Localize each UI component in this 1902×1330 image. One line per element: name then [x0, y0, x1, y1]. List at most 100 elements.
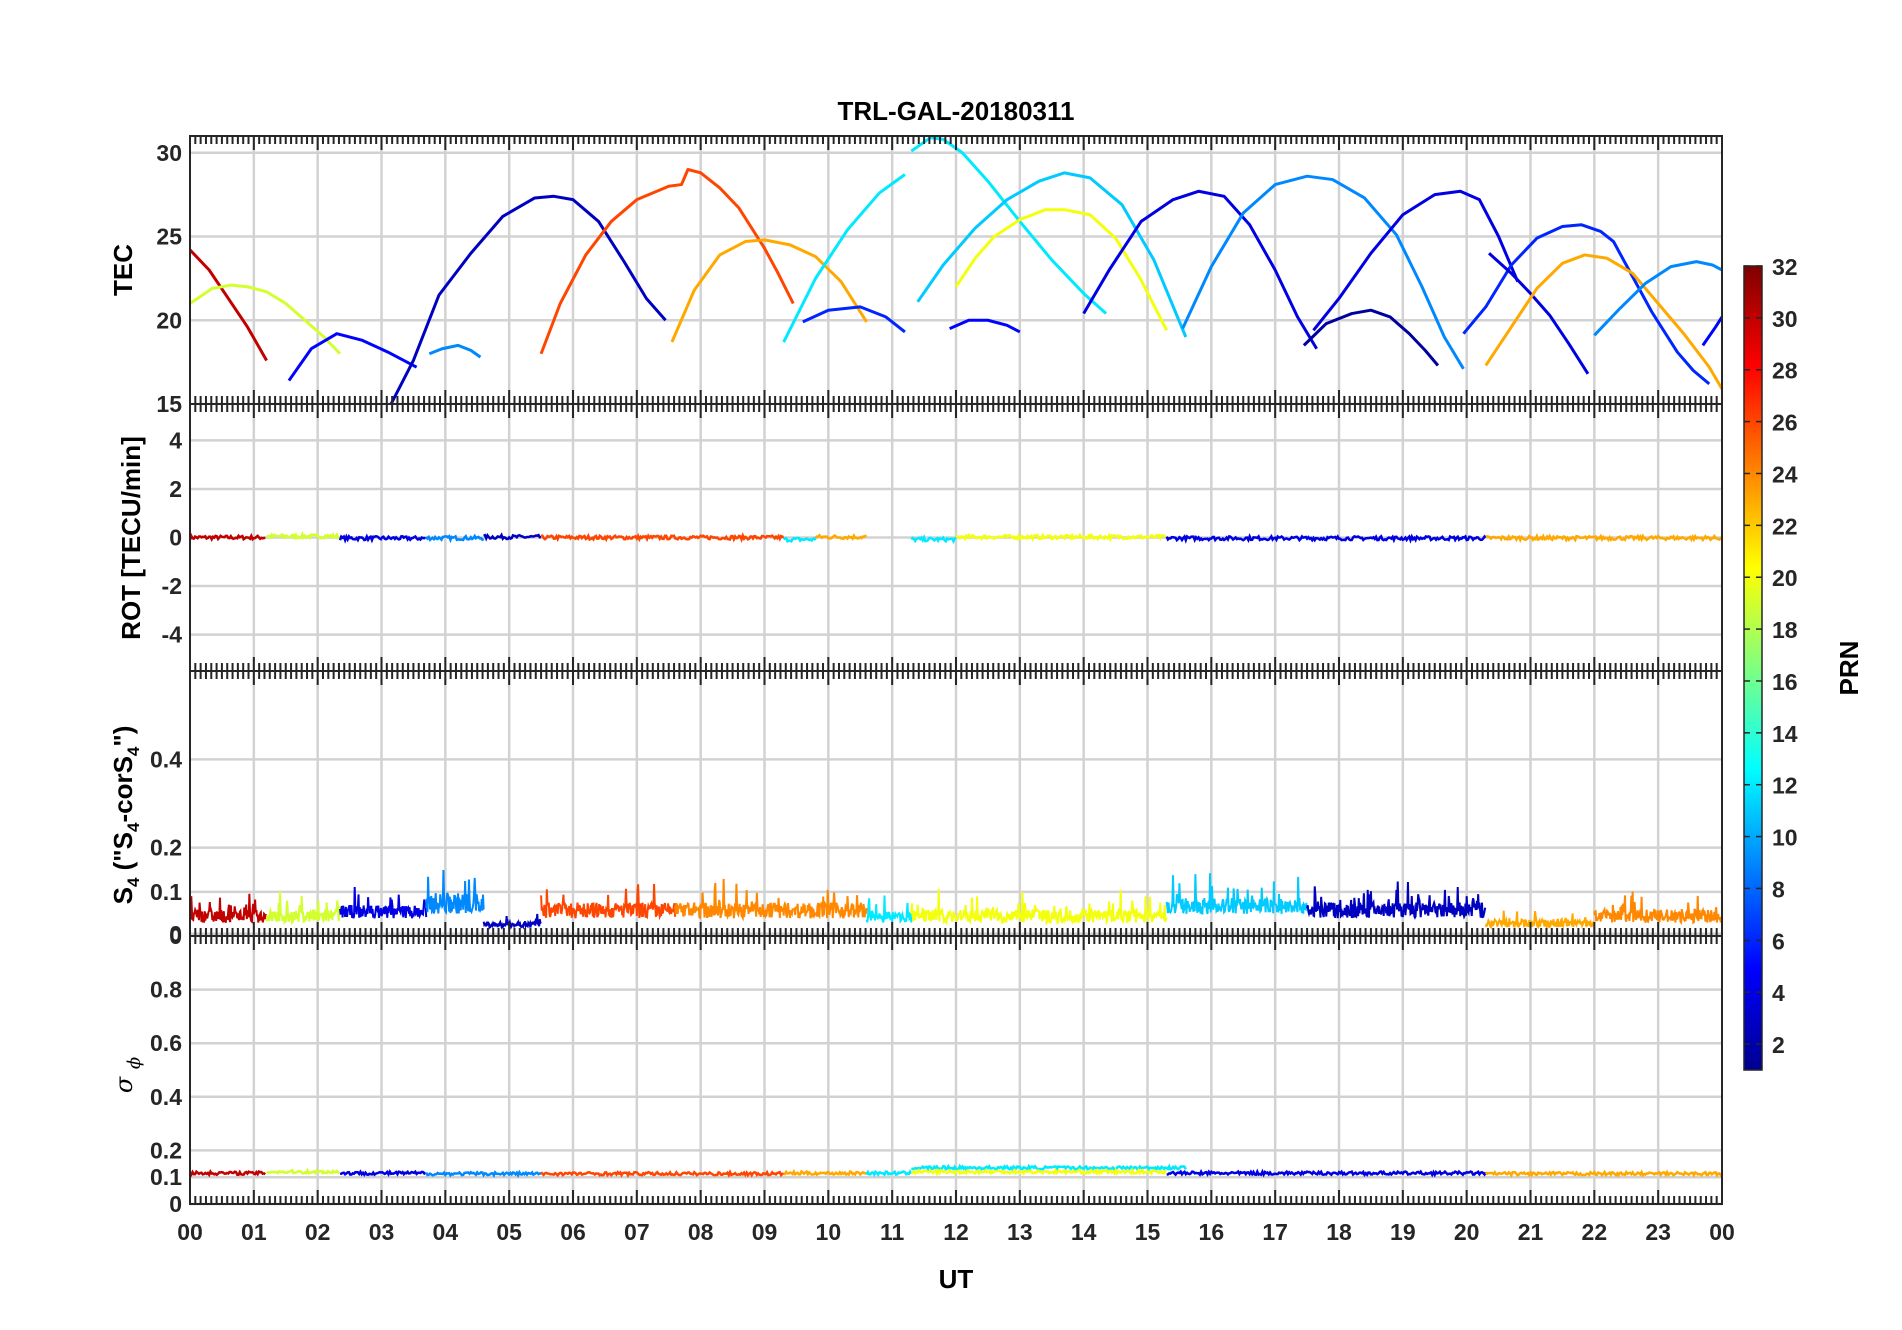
x-tick-label: 13	[1007, 1219, 1033, 1245]
tec-series-prn-19	[189, 283, 342, 355]
ylabel-tec: TEC	[108, 244, 138, 296]
colorbar-tick-label: 32	[1772, 254, 1798, 280]
x-tick-label: 00	[1709, 1219, 1735, 1245]
x-tick-label: 21	[1518, 1219, 1544, 1245]
x-tick-label: 14	[1071, 1219, 1097, 1245]
y-tick-label: 0	[169, 1191, 182, 1217]
x-axis-tick-labels: 00 01 02 03 04 05 06 07 08 09 10 11 12 13 14 15 16 17 18 19…	[177, 1219, 1735, 1245]
rot-series-prn-26	[541, 532, 785, 543]
x-tick-label: 10	[816, 1219, 842, 1245]
tec-series-prn-5	[949, 318, 1021, 334]
colorbar-tick-label: 24	[1772, 461, 1798, 487]
s4-series-prn-19	[265, 891, 342, 926]
x-tick-label: 02	[305, 1219, 331, 1245]
colorbar-tick-label: 14	[1772, 721, 1798, 747]
xlabel-ut: UT	[939, 1264, 974, 1294]
y-tick-label: 20	[156, 307, 182, 333]
panel-s4: 000.10.20.4 S4 ("S4-corS4")	[108, 670, 1723, 949]
y-tick-label: -2	[162, 573, 182, 599]
tec-series-prn-5	[287, 332, 418, 382]
panel-tec: 15 20 25 30 TEC	[108, 135, 1724, 417]
chart-title: TRL-GAL-20180311	[838, 96, 1075, 126]
sigma-phi-series-prn-12	[911, 1163, 1187, 1173]
s4-series-prn-9	[425, 870, 485, 916]
x-tick-label: 06	[560, 1219, 586, 1245]
s4-series-prn-23	[1484, 910, 1595, 930]
colorbar-tick-label: 2	[1772, 1032, 1785, 1058]
y-tick-label: 0.4	[150, 1084, 182, 1110]
y-tick-label: 15	[156, 391, 182, 417]
rot-series-prn-12	[782, 536, 817, 544]
rot-series-prn-12	[910, 534, 957, 544]
rot-series-prn-23	[1485, 532, 1723, 544]
x-tick-label: 20	[1454, 1219, 1480, 1245]
rot-series-prn-9	[425, 533, 485, 544]
tec-series-prn-9	[1181, 174, 1465, 370]
y-tick-label: 4	[169, 427, 182, 453]
s4-series-prn-12	[865, 895, 913, 924]
y-tick-label: 2	[169, 476, 182, 502]
y-tick-label: 0	[169, 525, 182, 551]
y-tick-label: 0.1	[150, 1164, 182, 1190]
rot-series-prn-30	[188, 532, 266, 542]
colorbar-tick-label: 12	[1772, 773, 1798, 799]
ylabel-sigma-phi: σ ϕ	[110, 1057, 145, 1093]
x-tick-label: 15	[1135, 1219, 1161, 1245]
s4-series-prn-11	[1165, 873, 1308, 915]
colorbar-tick-label: 4	[1772, 980, 1785, 1006]
x-tick-label: 17	[1262, 1219, 1288, 1245]
y-tick-label: 25	[156, 224, 182, 250]
ylabel-s4: S4 ("S4-corS4")	[108, 726, 143, 905]
x-minor-ticks	[189, 136, 1723, 404]
tec-series-prn-9	[1593, 260, 1723, 337]
x-tick-label: 12	[943, 1219, 969, 1245]
sigma-phi-series-prn-30	[189, 1168, 266, 1178]
tec-series-prn-9	[428, 343, 482, 359]
tec-series-prn-6	[1462, 223, 1711, 386]
s4-series-prn-4	[339, 887, 428, 920]
x-tick-label: 03	[369, 1219, 395, 1245]
tec-series-prn-5	[1701, 316, 1724, 347]
s4-series-prn-20	[910, 888, 1168, 926]
x-tick-label: 22	[1582, 1219, 1608, 1245]
y-tick-label: 0.8	[150, 977, 182, 1003]
x-tick-label: 19	[1390, 1219, 1416, 1245]
y-tick-label: -4	[162, 622, 183, 648]
colorbar-tick-label: 10	[1772, 825, 1798, 851]
sigma-phi-series-prn-20	[911, 1167, 1167, 1177]
x-tick-label: 05	[496, 1219, 522, 1245]
y-tick-label: 0	[169, 923, 182, 949]
x-tick-label: 08	[688, 1219, 714, 1245]
sigma-phi-series-prn-9	[425, 1169, 542, 1179]
colorbar-label-prn: PRN	[1834, 641, 1864, 696]
x-tick-label: 01	[241, 1219, 267, 1245]
sigma-phi-series-prn-26	[540, 1169, 785, 1178]
x-tick-label: 00	[177, 1219, 203, 1245]
s4-series-prn-24	[1593, 891, 1722, 926]
ylabel-rot: ROT [TECU/min]	[116, 436, 146, 640]
rot-series-prn-20	[955, 532, 1167, 543]
tec-series-prn-4	[1082, 189, 1318, 350]
s4-series-prn-3	[482, 913, 542, 931]
y-tick-label: 30	[156, 140, 182, 166]
rot-series-prn-19	[265, 530, 341, 541]
colorbar-tick-label: 28	[1772, 358, 1798, 384]
tec-series-prn-3	[389, 194, 667, 405]
rot-series-prn-23	[814, 532, 867, 541]
panel-sigma-phi: 00.10.2 0.4 0.6 0.8 σ ϕ	[110, 935, 1723, 1217]
colorbar-tick-label: 22	[1772, 513, 1798, 539]
tec-series-prn-2	[1302, 308, 1440, 367]
colorbar-tick-label: 18	[1772, 617, 1798, 643]
tec-series-prn-11	[916, 171, 1188, 338]
x-tick-label: 11	[880, 1219, 905, 1245]
rot-series-prn-3	[483, 532, 542, 542]
y-tick-label: 0	[169, 921, 182, 947]
x-minor-ticks	[189, 936, 1723, 1204]
tec-series-prn-6	[802, 305, 906, 334]
tec-series-prn-30	[188, 248, 268, 362]
tec-series-prn-4	[1488, 252, 1590, 375]
colorbar-tick-label: 30	[1772, 306, 1798, 332]
colorbar-tick-label: 8	[1772, 876, 1785, 902]
tec-series-prn-20	[954, 208, 1168, 331]
colorbar-tick-label: 6	[1772, 928, 1785, 954]
